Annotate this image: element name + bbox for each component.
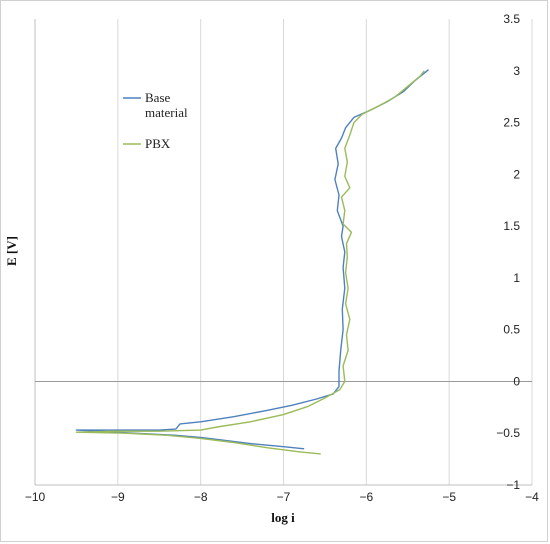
x-tick-label: −4 — [525, 490, 539, 504]
x-tick-label: −6 — [359, 490, 373, 504]
y-tick-label: 1 — [513, 271, 520, 285]
x-axis-title: log i — [271, 510, 295, 525]
y-tick-label: 2 — [513, 167, 520, 181]
x-tick-label: −10 — [25, 490, 46, 504]
axes — [34, 19, 532, 486]
series-lines — [75, 69, 429, 455]
x-tick-label: −5 — [442, 490, 456, 504]
series-line-pbx — [75, 70, 425, 455]
y-tick-label: 0.5 — [503, 323, 520, 337]
y-tick-label: 2.5 — [503, 116, 520, 130]
y-tick-label: −0.5 — [496, 426, 520, 440]
y-tick-label: 3 — [513, 64, 520, 78]
y-tick-label: −1 — [506, 478, 520, 492]
legend: Base material PBX — [123, 90, 188, 151]
y-tick-label: 3.5 — [503, 12, 520, 26]
x-tick-label: −7 — [277, 490, 291, 504]
y-tick-label: 0 — [513, 374, 520, 388]
grid-lines — [117, 19, 533, 485]
legend-label-pbx: PBX — [145, 136, 171, 151]
tick-labels: −10 −9 −8 −7 −6 −5 −4 −1 −0.5 0 0.5 1 1.5 2 2.5 3 3.5 — [25, 12, 539, 504]
x-tick-label: −8 — [194, 490, 208, 504]
y-axis-title: E [V] — [4, 236, 19, 266]
y-tick-label: 1.5 — [503, 219, 520, 233]
x-tick-label: −9 — [111, 490, 125, 504]
legend-label-base-material: Base material — [145, 90, 188, 120]
series-line-base-material — [75, 69, 429, 450]
